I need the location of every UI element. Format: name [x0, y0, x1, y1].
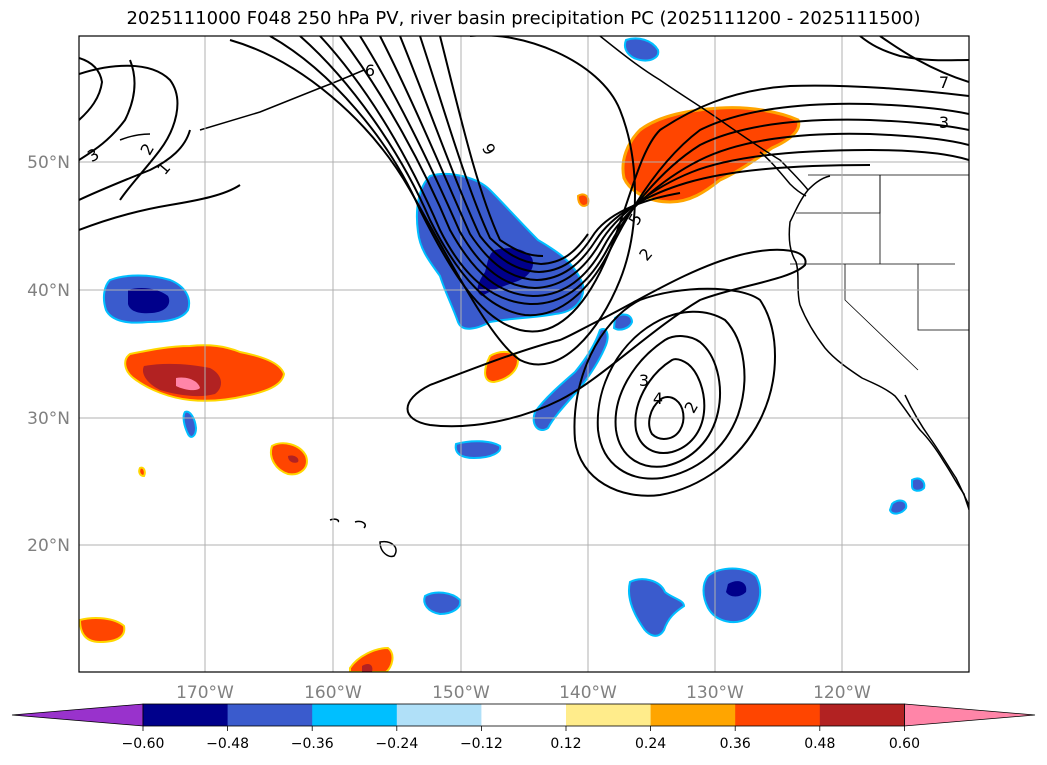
- contour-label-3-east: 3: [939, 113, 949, 132]
- contour-label-7: 7: [939, 73, 949, 92]
- lat-label-40n: 40°N: [27, 281, 70, 301]
- contour-trough-3: [299, 36, 969, 317]
- contour-trough-4: [319, 36, 969, 306]
- colorbar-segment: [650, 704, 736, 726]
- colorbar-tick-label: −0.12: [460, 736, 503, 752]
- contour-trough-6: [359, 36, 969, 290]
- map-title: 2025111000 F048 250 hPa PV, river basin …: [126, 8, 921, 29]
- colorbar-tick-label: 0.48: [804, 736, 835, 752]
- coast-west-us: [788, 189, 969, 511]
- neg-area-south-1: [423, 591, 462, 616]
- pos-area-small-3: [79, 617, 126, 644]
- lon-label-130w: 130°W: [686, 683, 744, 703]
- contour-west-1: [79, 184, 241, 231]
- longitude-labels: 170°W 160°W 150°W 140°W 130°W 120°W: [176, 683, 871, 703]
- colorbar-frame: [142, 703, 905, 727]
- colorbar-segment: [312, 704, 398, 726]
- contour-trough-1: [229, 36, 636, 366]
- lon-label-120w: 120°W: [813, 683, 871, 703]
- coast-alaska: [599, 36, 831, 192]
- contour-west-2: [79, 129, 191, 201]
- contour-loop-5: [634, 358, 706, 454]
- contour-label-4-loop: 4: [653, 389, 663, 408]
- political-borders: [790, 174, 969, 371]
- colorbar-segment: [227, 704, 313, 726]
- coast-hawaii-1: [329, 518, 340, 523]
- colorbar: −0.60 −0.48 −0.36 −0.24 −0.12 0.12 0.24 0.36 0.4…: [11, 703, 1036, 752]
- colorbar-tick-label: 0.24: [635, 736, 666, 752]
- contour-loop-3: [596, 310, 746, 480]
- lat-label-20n: 20°N: [27, 536, 70, 556]
- contour-ne-2: [859, 36, 969, 62]
- neg-area-coast-1: [911, 477, 926, 492]
- pos-area-small-2: [484, 350, 520, 384]
- coast-vancouver: [759, 151, 807, 197]
- colorbar-segment: [566, 704, 652, 726]
- contour-trough-5: [339, 36, 969, 298]
- pv-contours: [79, 36, 969, 497]
- border-nv-ca: [844, 264, 919, 371]
- colorbar-segment: [735, 704, 821, 726]
- contour-west-3: [79, 59, 136, 161]
- colorbar-segment: [819, 704, 905, 726]
- colorbar-segment: [143, 704, 229, 726]
- neg-area-small-3: [612, 313, 634, 331]
- neg-area-south-3-dark: [726, 581, 747, 597]
- colorbar-tick-label: −0.24: [375, 736, 418, 752]
- coast-hawaii-2: [354, 520, 367, 529]
- colorbar-segment: [481, 704, 567, 726]
- colorbar-tick-label: 0.60: [889, 736, 920, 752]
- neg-area-south-2: [628, 578, 686, 637]
- contour-trough-7: [379, 36, 871, 282]
- neg-area-west-dark: [128, 288, 170, 314]
- gridlines: [79, 36, 969, 672]
- coastlines: [119, 36, 969, 558]
- neg-area-small-2: [454, 440, 502, 460]
- pos-area-small-4: [349, 646, 394, 672]
- lon-label-140w: 140°W: [559, 683, 617, 703]
- neg-area-alaska: [624, 37, 660, 62]
- colorbar-extend-high: [904, 703, 1036, 727]
- contour-trough-2: [269, 36, 969, 333]
- contour-trough-9: [419, 36, 589, 266]
- colorbar-extend-low: [11, 703, 144, 727]
- colorbar-tick-label: 0.12: [550, 736, 581, 752]
- contour-trough-8: [399, 36, 681, 274]
- map-frame: [78, 35, 970, 673]
- contour-trough-10: [439, 36, 544, 257]
- pos-area-small-6: [138, 466, 146, 478]
- colorbar-segment: [396, 704, 482, 726]
- contour-label-3-loop: 3: [639, 371, 649, 390]
- lat-label-50n: 50°N: [27, 153, 70, 173]
- contour-loop-2: [573, 287, 776, 497]
- colorbar-segments: [11, 703, 1036, 727]
- coast-alaska-small: [119, 133, 151, 141]
- colorbar-ticks: −0.60 −0.48 −0.36 −0.24 −0.12 0.12 0.24 0.36 0.4…: [122, 726, 920, 752]
- lon-label-170w: 170°W: [176, 683, 234, 703]
- contour-loop-6: [648, 396, 685, 440]
- lon-label-160w: 160°W: [304, 683, 362, 703]
- latitude-labels: 50°N 40°N 30°N 20°N: [27, 153, 70, 556]
- border-nv-az: [917, 264, 969, 331]
- lon-label-150w: 150°W: [432, 683, 490, 703]
- colorbar-tick-label: −0.48: [206, 736, 249, 752]
- colorbar-tick-label: −0.36: [291, 736, 334, 752]
- map-panel: 6 9 3 2 1 7 3 5 2 3 4 2: [79, 36, 969, 672]
- pos-area-small-5: [576, 193, 590, 207]
- coast-hawaii-3: [379, 540, 397, 558]
- contour-west-5: [79, 64, 179, 201]
- contour-west-4: [79, 57, 104, 121]
- pos-area-west-pink: [176, 377, 200, 391]
- colorbar-tick-label: −0.60: [122, 736, 165, 752]
- pos-area-small-4-red: [362, 664, 373, 672]
- contour-label-6: 6: [365, 61, 375, 80]
- coast-baja: [904, 394, 969, 506]
- pos-area-small-1-red: [288, 455, 299, 463]
- lat-label-30n: 30°N: [27, 409, 70, 429]
- neg-area-coast-2: [888, 499, 908, 515]
- contour-loop-4: [614, 335, 721, 468]
- colorbar-tick-label: 0.36: [720, 736, 751, 752]
